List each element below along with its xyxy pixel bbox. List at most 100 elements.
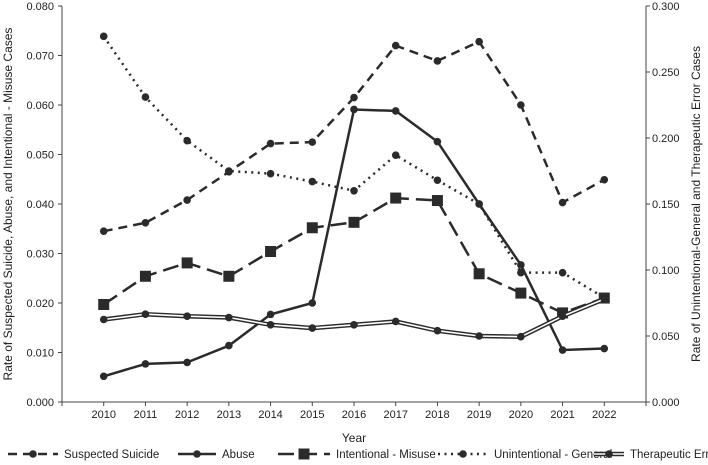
x-tick-label: 2015 <box>300 409 324 421</box>
legend-marker-2 <box>298 448 310 460</box>
series-0-point <box>183 196 191 204</box>
legend-marker-3 <box>459 450 467 458</box>
series-1-point <box>600 344 609 353</box>
left-y-tick-label: 0.060 <box>26 100 54 112</box>
x-tick-label: 2011 <box>134 409 158 421</box>
legend-label-1: Abuse <box>222 449 255 461</box>
series-1-point <box>391 107 400 115</box>
series-1-point <box>350 105 358 114</box>
series-layer <box>98 32 610 381</box>
left-y-tick-label: 0.080 <box>26 1 54 13</box>
series-2-point <box>181 257 193 269</box>
legend-marker-1 <box>193 450 201 458</box>
right-y-tick-label: 0.300 <box>652 1 680 13</box>
series-3 <box>99 32 609 302</box>
series-2-point <box>348 216 360 228</box>
series-2-point <box>223 270 235 282</box>
series-0-point <box>517 101 525 109</box>
series-4-point <box>475 332 483 340</box>
series-1 <box>99 105 609 381</box>
series-3-point <box>225 167 233 175</box>
x-axis-title: Year <box>342 431 366 445</box>
x-tick-label: 2021 <box>550 409 574 421</box>
series-0-point <box>266 139 275 148</box>
series-3-point <box>141 93 150 101</box>
series-2-point <box>139 270 151 282</box>
legend-item-1: Abuse <box>178 449 255 461</box>
x-tick-label: 2013 <box>217 409 241 421</box>
legend-marker-4 <box>605 450 613 458</box>
series-2 <box>98 192 610 319</box>
series-4-point <box>308 324 317 332</box>
series-0-point <box>558 198 567 207</box>
series-1-point <box>99 372 108 381</box>
x-tick-label: 2017 <box>383 409 407 421</box>
series-4 <box>99 295 609 341</box>
series-1-line <box>103 108 605 378</box>
right-y-tick-label: 0.150 <box>652 199 680 211</box>
series-3-line <box>102 35 605 299</box>
x-tick-label: 2019 <box>467 409 491 421</box>
series-4-point <box>433 326 442 335</box>
series-0-line <box>103 40 605 233</box>
right-y-tick-label: 0.000 <box>652 397 680 409</box>
series-1-point <box>141 360 150 368</box>
legend-label-3: Unintentional - General <box>494 449 612 461</box>
legend-item-3: Unintentional - General <box>438 449 612 461</box>
series-3-point <box>475 200 483 208</box>
left-y-tick-label: 0.010 <box>26 348 54 360</box>
series-1-point <box>266 310 275 319</box>
series-2-point <box>265 246 277 258</box>
series-0-point <box>600 175 609 184</box>
series-3-point <box>99 32 108 41</box>
series-1-point <box>433 137 442 146</box>
x-tick-label: 2018 <box>425 409 449 421</box>
series-3-point <box>558 268 567 277</box>
x-tick-label: 2020 <box>509 409 533 421</box>
series-2-point <box>473 268 485 280</box>
legend: Suspected Suicide Abuse Intentional - Misu… <box>8 448 708 461</box>
series-4-point <box>183 312 191 321</box>
right-y-axis-title: Rate of Unintentional-General and Therap… <box>689 46 703 362</box>
series-3-point <box>350 187 358 195</box>
right-y-tick-label: 0.100 <box>652 265 680 277</box>
series-4-point <box>600 295 609 303</box>
series-0-point <box>308 138 317 146</box>
series-4-point <box>558 312 567 321</box>
x-tick-label: 2016 <box>342 409 366 421</box>
series-2-point <box>98 298 110 310</box>
legend-marker-0 <box>29 450 37 458</box>
series-3-point <box>308 177 317 186</box>
legend-label-2: Intentional - Misuse <box>336 449 436 461</box>
series-1-point <box>183 358 191 367</box>
left-y-tick-label: 0.020 <box>26 298 54 310</box>
x-tick-label: 2022 <box>592 409 616 421</box>
left-y-tick-label: 0.040 <box>26 199 54 211</box>
series-2-point <box>515 287 527 299</box>
series-1-point <box>225 341 233 350</box>
series-2-point <box>431 195 443 207</box>
right-y-tick-label: 0.050 <box>652 331 680 343</box>
series-3-point <box>391 151 400 159</box>
legend-label-0: Suspected Suicide <box>64 449 159 461</box>
series-0-point <box>475 37 483 46</box>
left-y-tick-label: 0.070 <box>26 51 54 63</box>
series-1-point <box>558 346 567 354</box>
series-0-point <box>391 41 400 50</box>
right-y-tick-label: 0.250 <box>652 67 680 79</box>
left-y-tick-label: 0.050 <box>26 150 54 162</box>
legend-item-2: Intentional - Misuse <box>278 448 436 461</box>
series-4-point <box>141 310 150 319</box>
right-y-tick-label: 0.200 <box>652 133 680 145</box>
series-3-point <box>183 136 191 145</box>
series-0-point <box>99 227 108 236</box>
left-y-tick-label: 0.000 <box>26 397 54 409</box>
axes: 0.000 0.010 0.020 0.030 0.040 0.050 0.060 0.070… <box>26 1 679 421</box>
series-0-point <box>141 219 150 227</box>
series-4-point <box>391 317 400 326</box>
series-4-point <box>225 313 233 322</box>
series-2-point <box>390 192 402 204</box>
series-1-point <box>517 261 525 269</box>
x-tick-label: 2012 <box>175 409 199 421</box>
